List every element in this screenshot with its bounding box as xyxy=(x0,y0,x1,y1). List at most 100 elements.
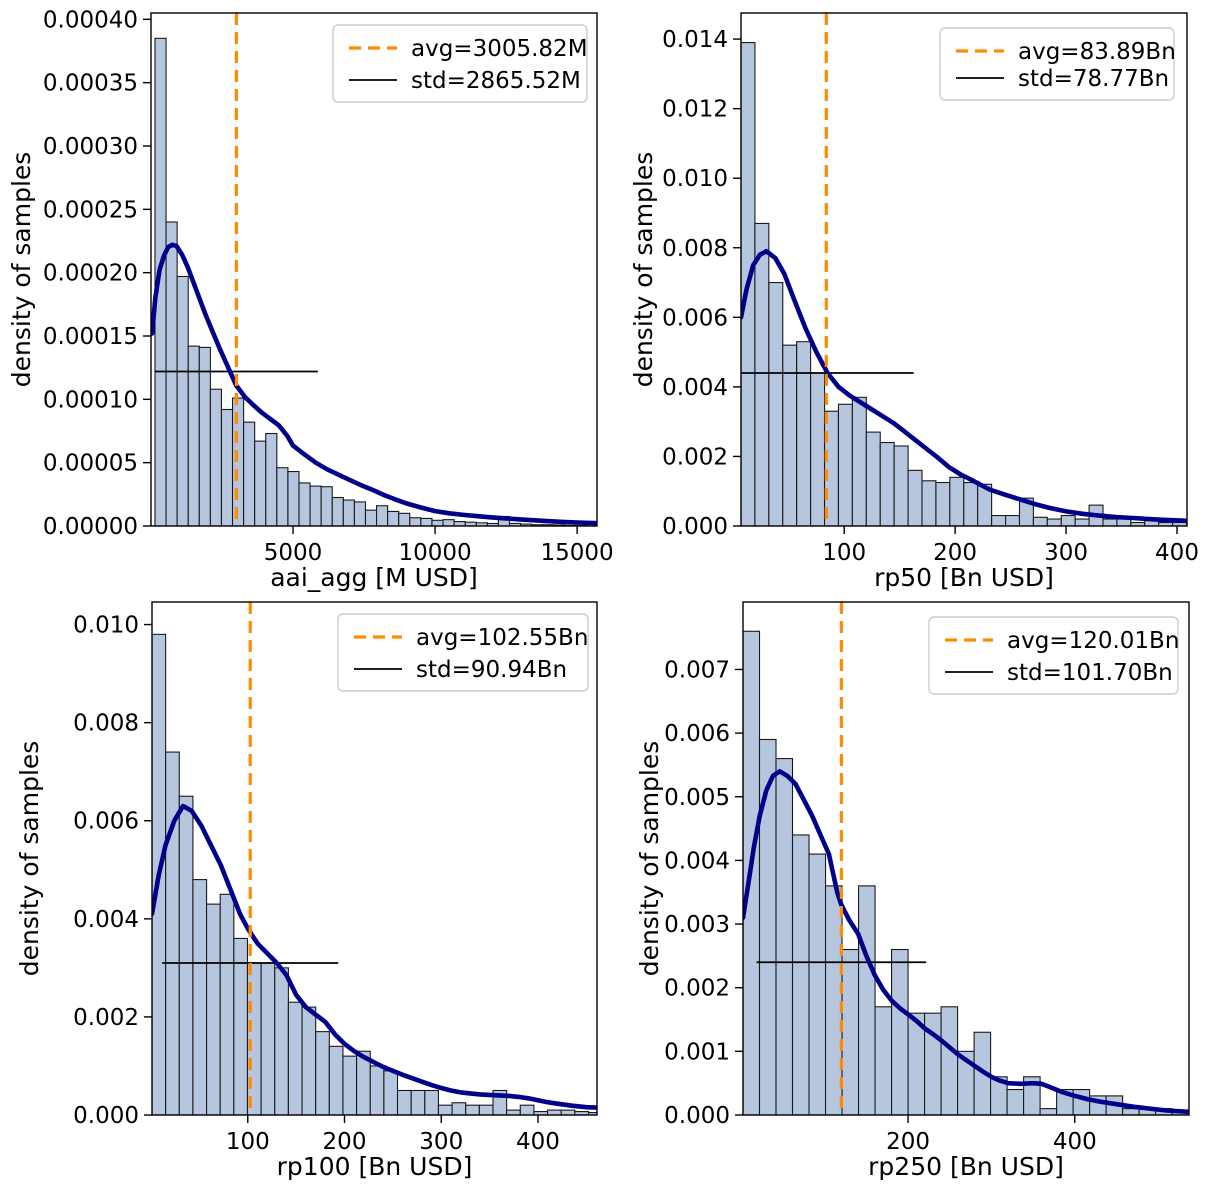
y-tick-label: 0.006 xyxy=(664,721,730,747)
y-tick-label: 0.006 xyxy=(662,305,728,331)
kde-curve xyxy=(152,803,597,1110)
hist-bar xyxy=(1074,518,1090,526)
hist-bar xyxy=(865,431,881,526)
hist-bar xyxy=(342,1055,358,1115)
y-tick-label: 0.006 xyxy=(73,809,139,835)
hist-bar xyxy=(1039,1108,1058,1115)
kde-curve xyxy=(741,248,1187,524)
x-axis-label: rp250 [Bn USD] xyxy=(868,1152,1064,1181)
hist-bar xyxy=(276,467,289,526)
hist-bar xyxy=(301,1006,317,1115)
x-tick-label: 400 xyxy=(1155,540,1199,566)
hist-bar xyxy=(547,1109,562,1115)
y-axis-label: density of samples xyxy=(635,741,664,977)
hist-bar xyxy=(410,1089,426,1115)
hist-bar xyxy=(758,738,777,1115)
hist-bar xyxy=(893,445,909,526)
y-tick-label: 0.00035 xyxy=(43,71,138,97)
y-tick-label: 0.000 xyxy=(664,1103,730,1129)
hist-bar xyxy=(353,501,367,526)
hist-bar xyxy=(331,496,344,526)
hist-bar xyxy=(328,1045,344,1115)
hist-bar xyxy=(298,482,311,526)
y-tick-label: 0.000 xyxy=(73,1103,139,1129)
y-tick-label: 0.010 xyxy=(73,613,139,639)
hist-bar xyxy=(754,222,770,526)
x-tick-label: 300 xyxy=(1044,540,1088,566)
x-tick-label: 5000 xyxy=(264,540,323,566)
hist-bar xyxy=(1004,515,1021,526)
hist-bar xyxy=(587,1111,597,1115)
subplot-rp250: 200 400 0.000 0.001 0.002 0.003 0.004 0.005 0.00… xyxy=(635,601,1190,1181)
hist-bar xyxy=(808,853,827,1115)
x-tick-label: 200 xyxy=(323,1129,367,1155)
hist-bar xyxy=(519,1104,535,1115)
x-tick-label: 15000 xyxy=(541,540,614,566)
subplot-aai-agg: 5000 10000 15000 0.00000 0.00005 0.00010 0.000… xyxy=(7,7,614,592)
y-tick-label: 0.010 xyxy=(662,166,728,192)
hist-bar xyxy=(364,509,378,526)
hist-bar xyxy=(1060,515,1076,526)
hist-bar xyxy=(342,499,355,526)
y-tick-label: 0.004 xyxy=(73,907,139,933)
y-tick-label: 0.00015 xyxy=(43,324,138,350)
hist-bar xyxy=(796,341,812,526)
x-tick-label: 200 xyxy=(933,540,977,566)
hist-bar xyxy=(315,1031,330,1115)
x-axis-label: rp100 [Bn USD] xyxy=(277,1152,473,1181)
y-tick-label: 0.008 xyxy=(662,236,728,262)
hist-bar xyxy=(165,751,180,1115)
y-tick-label: 0.001 xyxy=(664,1039,730,1065)
hist-bar xyxy=(1006,1088,1025,1115)
hist-bar xyxy=(178,795,194,1115)
hist-bar xyxy=(857,885,876,1115)
hist-bar xyxy=(260,962,276,1115)
x-axis-label: rp50 [Bn USD] xyxy=(874,563,1054,592)
hist-bar xyxy=(176,275,189,526)
legend-std-label: std=78.77Bn xyxy=(1018,66,1169,92)
hist-bar xyxy=(219,893,235,1115)
hist-bar xyxy=(921,480,937,526)
hist-bar xyxy=(560,1109,576,1115)
hist-bar xyxy=(320,486,333,526)
hist-bar xyxy=(775,758,794,1115)
hist-bar xyxy=(220,408,234,526)
y-tick-label: 0.014 xyxy=(662,27,728,53)
y-tick-label: 0.00020 xyxy=(43,261,138,287)
legend-std-label: std=2865.52M xyxy=(411,68,581,94)
y-tick-label: 0.00040 xyxy=(43,7,138,33)
subplot-rp100: 100 200 300 400 0.000 0.002 0.004 0.006 0.008 0.0… xyxy=(15,601,598,1181)
hist-bar xyxy=(187,345,200,526)
y-tick-label: 0.004 xyxy=(664,848,730,874)
x-axis-label: aai_agg [M USD] xyxy=(270,563,478,592)
legend-avg-label: avg=83.89Bn xyxy=(1018,39,1176,65)
hist-bar xyxy=(231,397,245,526)
y-tick-label: 0.007 xyxy=(664,657,730,683)
legend-box xyxy=(928,616,1179,695)
y-tick-label: 0.00025 xyxy=(43,197,138,223)
hist-bar xyxy=(991,515,1007,526)
hist-bar xyxy=(1046,518,1062,526)
hist-bar xyxy=(879,441,895,526)
hist-bar xyxy=(206,903,221,1115)
hist-bar xyxy=(198,346,211,526)
x-tick-label: 100 xyxy=(226,1129,270,1155)
axes-spines xyxy=(740,12,1188,527)
hist-bar xyxy=(420,517,433,526)
hist-bar xyxy=(1122,1108,1140,1115)
hist-bar xyxy=(1032,516,1048,526)
hist-bar xyxy=(768,281,784,526)
hist-bar xyxy=(287,1001,303,1115)
y-tick-label: 0.002 xyxy=(664,976,730,1002)
hist-bar xyxy=(265,432,278,526)
plot-clip-group xyxy=(743,602,1189,1115)
hist-bar xyxy=(424,1089,439,1115)
x-tick-label: 300 xyxy=(419,1129,463,1155)
y-tick-label: 0.00030 xyxy=(43,134,138,160)
hist-bar xyxy=(907,469,923,526)
hist-bar xyxy=(1116,518,1132,526)
y-tick-label: 0.008 xyxy=(73,711,139,737)
hist-bar xyxy=(409,517,422,526)
